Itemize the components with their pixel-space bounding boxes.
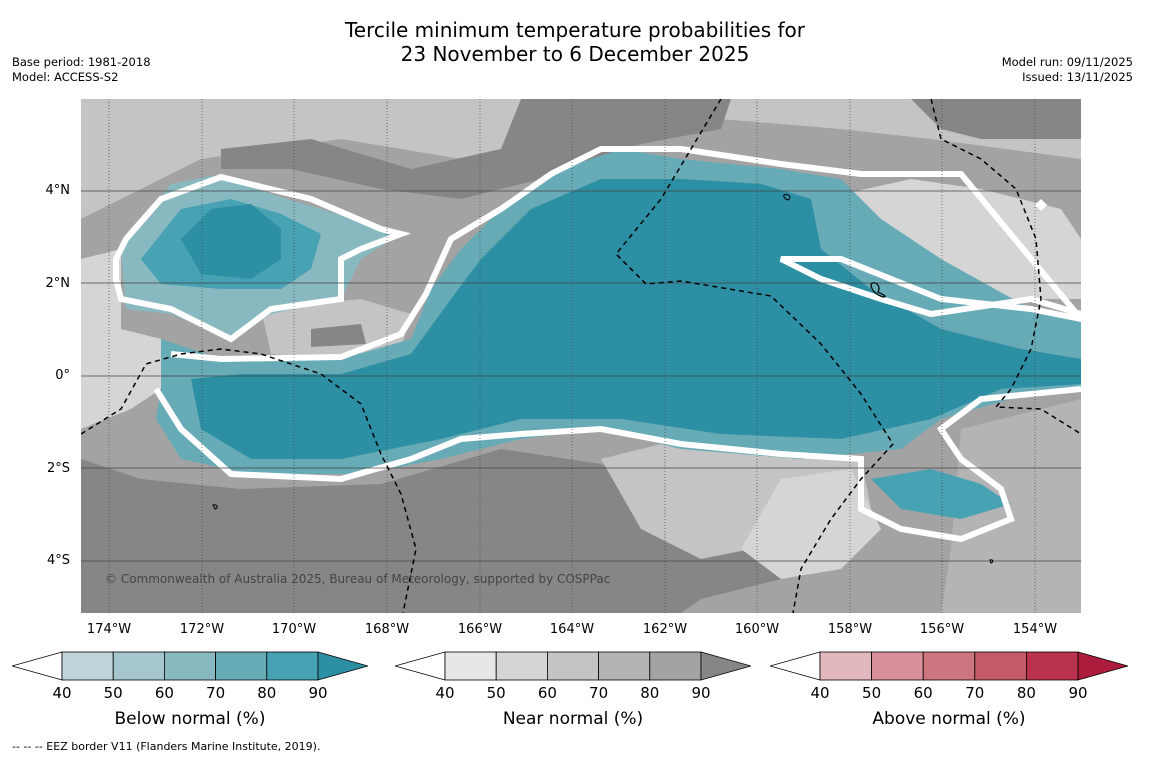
run-info: Model run: 09/11/2025 Issued: 13/11/2025: [1002, 55, 1133, 85]
colorbar-tick-label: 90: [691, 684, 711, 702]
map-canvas: [81, 99, 1081, 613]
lat-label-2s: 2°S: [46, 461, 70, 476]
lon-label-156w: 156°W: [919, 622, 965, 637]
colorbar-segment: [649, 651, 702, 681]
lon-label-158w: 158°W: [827, 622, 873, 637]
colorbar-tick-label: 50: [486, 684, 506, 702]
eez-borders: [81, 99, 1081, 613]
colorbar-segment: [546, 651, 599, 681]
probability-map[interactable]: © Commonwealth of Australia 2025, Bureau…: [81, 99, 1081, 613]
below-normal-80-south: [871, 469, 1011, 519]
colorbar-above-normal: [770, 651, 1128, 681]
colorbar-segment: [163, 651, 216, 681]
lat-label-4n: 4°N: [45, 183, 71, 198]
eez-footnote: -- -- -- EEZ border V11 (Flanders Marine…: [12, 740, 321, 753]
near-normal-80-se: [941, 399, 1081, 613]
colorbar-segment: [495, 651, 548, 681]
colorbar-tick-label: 60: [913, 684, 933, 702]
lon-label-164w: 164°W: [549, 622, 595, 637]
latitude-gridlines: [81, 190, 1081, 562]
colorbar-segment: [1025, 651, 1079, 681]
below-normal-90-west: [181, 204, 281, 279]
colorbar-tick-label: 50: [103, 684, 123, 702]
copyright-notice: © Commonwealth of Australia 2025, Bureau…: [105, 572, 611, 586]
colorbar-extend-high: [317, 651, 368, 681]
title-line-1: Tercile minimum temperature probabilitie…: [344, 18, 806, 42]
map-title: Tercile minimum temperature probabilitie…: [0, 18, 1150, 66]
colorbar-tick-label: 50: [862, 684, 882, 702]
lon-label-168w: 168°W: [364, 622, 410, 637]
colorbar-extend-low: [770, 651, 821, 681]
island-south-west: [212, 504, 218, 510]
colorbar-tick-label: 70: [589, 684, 609, 702]
colorbar-tick-label: 80: [640, 684, 660, 702]
colorbar-tick-label: 80: [1016, 684, 1036, 702]
colorbar-segment: [215, 651, 268, 681]
colorbar-segment: [112, 651, 165, 681]
lat-label-0: 0°: [55, 368, 70, 383]
colorbar-extend-low: [12, 651, 63, 681]
below-normal-40-contour-south: [153, 386, 1081, 543]
below-normal-90-main: [191, 179, 1081, 459]
near-normal-60-south: [741, 469, 881, 579]
white-marker: [1035, 199, 1047, 211]
colorbar-segment: [266, 651, 319, 681]
colorbar-segment: [819, 651, 872, 681]
colorbar-tick-label: 90: [308, 684, 328, 702]
colorbar-tick-label: 60: [537, 684, 557, 702]
near-normal-90-central: [311, 324, 366, 347]
lon-label-174w: 174°W: [86, 622, 132, 637]
near-normal-90-south: [81, 449, 861, 613]
colorbar-tick-label: 40: [435, 684, 455, 702]
island-central-east: [870, 282, 886, 298]
colorbar-title-near-normal: Near normal (%): [502, 709, 644, 729]
island-north: [783, 194, 791, 201]
colorbar-segment: [922, 651, 976, 681]
colorbar-tick-label: 80: [257, 684, 277, 702]
colorbar-tick-label: 90: [1068, 684, 1088, 702]
lon-label-172w: 172°W: [179, 622, 225, 637]
colorbar-segment: [974, 651, 1027, 681]
lon-label-166w: 166°W: [457, 622, 503, 637]
model-name: Model: ACCESS-S2: [12, 70, 119, 84]
colorbar-tick-label: 40: [52, 684, 72, 702]
model-run-date: Model run: 09/11/2025: [1001, 55, 1133, 69]
island-south-east: [989, 559, 994, 564]
lat-label-4s: 4°S: [46, 553, 70, 568]
near-normal-70-north: [81, 99, 1081, 219]
colorbar-tick-label: 70: [206, 684, 226, 702]
colorbar-extend-low: [395, 651, 446, 681]
colorbar-tick-label: 70: [965, 684, 985, 702]
colorbar-title-below-normal: Below normal (%): [114, 709, 266, 729]
model-info: Base period: 1981-2018 Model: ACCESS-S2: [12, 55, 151, 85]
colorbar-title-above-normal: Above normal (%): [872, 709, 1026, 729]
colorbar-segment: [61, 651, 114, 681]
lon-label-154w: 154°W: [1012, 622, 1058, 637]
colorbar-tick-label: 60: [154, 684, 174, 702]
lon-label-160w: 160°W: [734, 622, 780, 637]
colorbar-extend-high: [700, 651, 751, 681]
below-normal-40-contour-west: [113, 173, 412, 343]
colorbar-below-normal: [12, 651, 368, 681]
lon-label-162w: 162°W: [642, 622, 688, 637]
lon-label-170w: 170°W: [271, 622, 317, 637]
lat-label-2n: 2°N: [45, 276, 71, 291]
title-line-2: 23 November to 6 December 2025: [400, 42, 750, 66]
colorbar-near-normal: [395, 651, 751, 681]
colorbar-segment: [444, 651, 497, 681]
issued-date: Issued: 13/11/2025: [1022, 70, 1133, 84]
below-normal-40-contour-north: [170, 146, 1081, 363]
colorbar-extend-high: [1077, 651, 1128, 681]
colorbar-segment: [598, 651, 651, 681]
base-period: Base period: 1981-2018: [12, 55, 151, 69]
colorbar-segment: [871, 651, 924, 681]
near-normal-90-ne: [911, 99, 1081, 139]
near-normal-90-north: [221, 99, 731, 199]
colorbar-tick-label: 40: [810, 684, 830, 702]
near-normal-60-west: [81, 249, 161, 429]
